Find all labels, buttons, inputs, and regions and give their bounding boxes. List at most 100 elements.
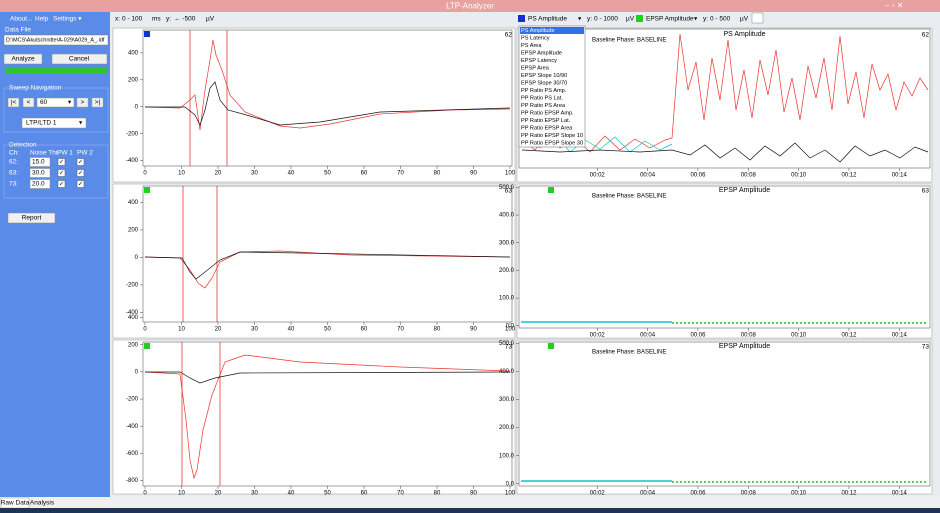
channel-label: 73	[922, 344, 930, 351]
dropdown-option[interactable]: PP Ratio PS Amp.	[521, 88, 567, 94]
menu-item[interactable]: Help	[35, 16, 49, 23]
dropdown-option[interactable]: PP Ratio PS Area	[521, 103, 566, 109]
x-tick-label: 00:08	[741, 491, 757, 497]
x-tick-label: 00:12	[841, 333, 857, 339]
channel-indicator	[144, 31, 150, 37]
x-tick-label: 40	[288, 491, 295, 497]
button[interactable]	[3, 53, 43, 65]
dropdown-option[interactable]: EPSP Slope 30/70	[521, 80, 567, 86]
y-tick-label: 400	[128, 50, 139, 56]
x-tick-label: 00:12	[841, 491, 857, 497]
window-controls[interactable]: – ▫ ✕	[885, 1, 903, 10]
x-tick-label: 20	[215, 491, 222, 497]
toolbar-unit: µV	[626, 16, 635, 23]
dropdown-option[interactable]: PS Latency	[521, 35, 550, 41]
x-tick-label: 20	[215, 171, 222, 177]
x-tick-label: 00:14	[892, 173, 908, 179]
y-tick-label: 0.0	[506, 323, 515, 329]
chart-panel	[516, 339, 933, 495]
button-label: <	[27, 99, 31, 106]
menu-item[interactable]: Settings ▾	[53, 16, 82, 23]
dropdown-option[interactable]: PP Ratio PS Lat.	[521, 95, 563, 101]
channel-label: 62	[922, 32, 930, 39]
button[interactable]	[7, 97, 20, 108]
toolbar-value[interactable]: PS Amplitude	[528, 16, 567, 23]
button[interactable]	[91, 97, 104, 108]
group-label: Detection	[9, 142, 37, 149]
threshold-value: 30.0	[32, 170, 45, 177]
group-label: Sweep Navigation	[9, 85, 62, 92]
y-tick-label: -800	[126, 478, 139, 484]
toolbar-value[interactable]: 0 - 500	[710, 16, 731, 23]
menu-item[interactable]: About...	[10, 16, 33, 23]
trace	[144, 39, 511, 131]
y-tick-label: 200	[128, 228, 139, 234]
button[interactable]	[7, 212, 56, 224]
dropdown-option[interactable]: EPSP Area	[521, 65, 550, 71]
dropdown-option[interactable]: PP Ratio EPSP Amp.	[521, 110, 574, 116]
group-box	[3, 87, 109, 133]
button[interactable]	[51, 53, 108, 65]
tab-label[interactable]: Analysis	[30, 500, 55, 507]
checkbox[interactable]	[76, 180, 85, 188]
button[interactable]	[76, 97, 89, 108]
dropdown-option[interactable]: PP Ratio EPSP Area	[521, 125, 573, 131]
dropdown-option[interactable]: PP Ratio EPSP Slope 30	[521, 140, 583, 146]
toolbar-value[interactable]: ← -500	[174, 16, 196, 23]
y-tick-label: 200.0	[499, 268, 515, 274]
x-tick-label: 60	[361, 171, 368, 177]
toolbar-label: x:	[115, 16, 120, 23]
y-tick-label: 400.0	[499, 213, 515, 219]
threshold-input[interactable]	[29, 179, 51, 189]
x-tick-label: 00:04	[640, 173, 656, 179]
toolbar-value[interactable]: EPSP Amplitude	[646, 16, 694, 23]
channel-indicator	[144, 187, 150, 193]
check: ✓	[59, 171, 64, 177]
x-tick-label: 00:06	[690, 173, 706, 179]
dropdown-option[interactable]: PP Ratio EPSP Slope 10	[521, 133, 583, 139]
y-tick-label: 200.0	[499, 425, 515, 431]
threshold-input[interactable]	[29, 168, 51, 178]
toolbar-value[interactable]: 0 - 1000	[594, 16, 618, 23]
file-path: D:\MCS\Akutschnitte\A-029\A029_A_.idf	[6, 37, 105, 43]
dropdown-option[interactable]: EPSP Slope 10/90	[521, 73, 567, 79]
sweep-select[interactable]	[36, 97, 75, 108]
x-tick-label: 50	[324, 171, 331, 177]
checkbox[interactable]	[57, 158, 66, 166]
file-input[interactable]	[3, 34, 109, 46]
channel-label: 62:	[9, 159, 18, 166]
protocol-select[interactable]	[21, 117, 87, 129]
threshold-input[interactable]	[29, 157, 51, 167]
toolbar-value[interactable]: 0 - 100	[122, 16, 143, 23]
x-tick-label: 50	[324, 491, 331, 497]
checkbox[interactable]	[76, 158, 85, 166]
checkbox[interactable]	[57, 180, 66, 188]
checkbox[interactable]	[76, 169, 85, 177]
dropdown-option[interactable]: EPSP Amplitude	[521, 50, 562, 56]
check: ✓	[78, 182, 83, 188]
column-header: PW 2	[77, 150, 93, 157]
y-tick-label: 200	[128, 342, 139, 348]
checkbox[interactable]	[57, 169, 66, 177]
dropdown-option[interactable]: EPSP Latency	[521, 58, 557, 64]
x-tick-label: 00:04	[640, 333, 656, 339]
x-tick-label: 60	[361, 327, 368, 333]
dropdown-option[interactable]: PS Amplitude	[521, 28, 555, 34]
toolbar-label: y:	[166, 16, 171, 23]
chart-panel	[112, 27, 516, 183]
y-tick-label: 0	[135, 369, 139, 375]
button[interactable]	[22, 97, 35, 108]
color-swatch	[518, 15, 525, 22]
dropdown-option[interactable]: PP Ratio EPSP Lat.	[521, 118, 571, 124]
button-label: >|	[95, 99, 101, 106]
taskbar	[0, 508, 940, 513]
toolbar-unit: µV	[206, 16, 215, 23]
chart-panel	[516, 183, 933, 339]
x-tick-label: 50	[324, 327, 331, 333]
x-tick-label: 0	[143, 171, 147, 177]
y-tick-label: 0.0	[506, 481, 515, 487]
y-tick-label: 500.0	[499, 341, 515, 347]
chart-subtitle: Baseline Phase: BASELINE	[592, 38, 666, 44]
dropdown-option[interactable]: PS Area	[521, 43, 542, 49]
chart-button[interactable]	[751, 12, 764, 24]
